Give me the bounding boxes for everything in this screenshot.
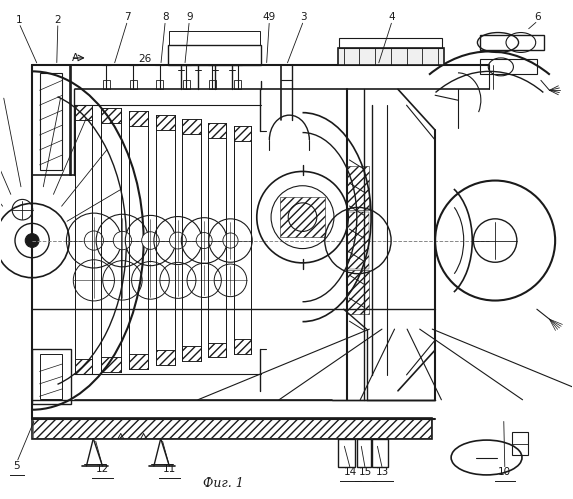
Text: 3: 3 — [300, 11, 307, 21]
Text: 49: 49 — [263, 11, 276, 21]
Circle shape — [170, 232, 186, 249]
Bar — [32, 418, 432, 439]
Bar — [130, 80, 137, 89]
Bar — [33, 419, 431, 438]
Text: A: A — [72, 53, 79, 63]
Bar — [103, 80, 110, 89]
Bar — [32, 349, 71, 404]
Bar — [347, 212, 370, 269]
Bar — [338, 439, 355, 468]
Bar — [234, 126, 251, 141]
Circle shape — [142, 232, 159, 250]
Text: 13: 13 — [376, 468, 389, 478]
Text: 14: 14 — [344, 468, 357, 478]
Circle shape — [84, 231, 104, 250]
Bar — [234, 80, 241, 89]
Text: 9: 9 — [186, 11, 193, 21]
Text: 26: 26 — [138, 54, 151, 64]
Bar — [207, 123, 226, 138]
Bar — [129, 111, 148, 126]
Bar — [101, 357, 121, 372]
Bar — [75, 105, 92, 120]
Circle shape — [25, 234, 39, 248]
Bar — [372, 439, 388, 468]
Bar — [347, 270, 370, 314]
Text: 12: 12 — [96, 465, 109, 475]
Bar — [338, 48, 444, 65]
Text: 8: 8 — [162, 11, 168, 21]
Bar — [40, 354, 62, 399]
Bar — [480, 34, 544, 50]
Circle shape — [223, 233, 238, 248]
Bar — [168, 45, 261, 65]
Circle shape — [113, 232, 132, 250]
Bar — [339, 38, 442, 48]
Text: 10: 10 — [499, 468, 512, 478]
Bar — [156, 80, 163, 89]
Bar — [480, 59, 537, 74]
Bar — [169, 30, 260, 45]
Bar — [280, 197, 325, 237]
Text: 11: 11 — [163, 465, 176, 475]
Bar — [512, 432, 528, 455]
Text: 4: 4 — [389, 11, 395, 21]
Text: 15: 15 — [359, 468, 372, 478]
Text: 7: 7 — [124, 11, 131, 21]
Bar — [234, 339, 251, 354]
Bar — [101, 108, 121, 123]
Bar — [40, 73, 62, 170]
Bar — [75, 359, 92, 374]
Bar — [182, 346, 201, 361]
Bar — [182, 119, 201, 134]
Bar — [129, 354, 148, 369]
Bar — [183, 80, 190, 89]
Bar — [357, 439, 371, 468]
Bar — [32, 65, 71, 175]
Text: Фиг. 1: Фиг. 1 — [203, 477, 244, 490]
Bar — [207, 342, 226, 357]
Bar — [156, 115, 175, 130]
Text: 1: 1 — [15, 14, 22, 24]
Text: 2: 2 — [54, 14, 61, 24]
Circle shape — [196, 233, 212, 249]
Text: 6: 6 — [535, 11, 541, 21]
Bar — [347, 166, 370, 210]
Bar — [209, 80, 215, 89]
Bar — [156, 350, 175, 365]
Text: 5: 5 — [13, 461, 20, 471]
